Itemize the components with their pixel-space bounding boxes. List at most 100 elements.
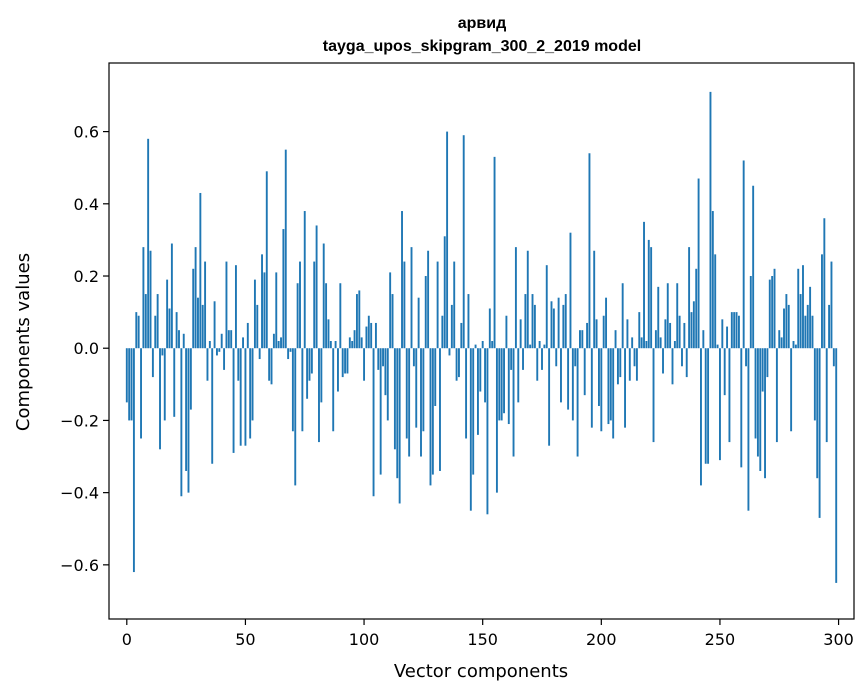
bar-280: [790, 348, 793, 432]
bar-189: [574, 348, 577, 367]
bar-282: [794, 344, 797, 349]
bar-128: [429, 348, 432, 486]
bar-295: [825, 348, 828, 443]
bar-180: [552, 308, 555, 349]
bar-138: [453, 261, 456, 349]
bar-273: [773, 268, 776, 349]
bar-37: [213, 301, 216, 349]
y-tick-label-1: −0.4: [60, 484, 99, 503]
x-tick-label-5: 250: [705, 630, 736, 649]
bar-226: [662, 348, 664, 374]
bar-131: [436, 261, 439, 349]
bar-184: [562, 304, 565, 349]
bar-291: [816, 348, 819, 479]
bar-150: [481, 341, 484, 349]
bar-221: [650, 247, 653, 349]
bar-71: [294, 348, 297, 486]
bar-35: [208, 341, 211, 349]
bar-28: [192, 268, 195, 349]
y-tick-label-0: −0.6: [60, 556, 99, 575]
bar-187: [569, 232, 572, 349]
bar-79: [313, 261, 316, 349]
bar-7: [142, 247, 145, 349]
bar-82: [320, 348, 323, 403]
bar-172: [533, 304, 536, 349]
bar-1: [128, 348, 131, 421]
bar-266: [756, 348, 759, 457]
bar-60: [268, 348, 271, 381]
bar-224: [657, 286, 660, 349]
bar-162: [510, 348, 513, 370]
bar-64: [277, 341, 280, 349]
bar-116: [401, 211, 403, 349]
bar-243: [702, 330, 705, 349]
bar-40: [220, 333, 223, 349]
bar-167: [522, 348, 524, 370]
bar-258: [737, 315, 740, 349]
bar-100: [363, 348, 366, 381]
x-tick-label-0: 0: [122, 630, 132, 649]
bar-13: [156, 294, 159, 349]
bar-233: [678, 315, 681, 349]
bar-129: [431, 348, 434, 475]
bar-14: [159, 348, 161, 450]
bar-276: [780, 337, 783, 349]
bar-194: [586, 322, 589, 349]
bar-144: [467, 294, 470, 349]
bar-232: [676, 283, 679, 349]
bar-76: [306, 348, 309, 399]
bar-161: [507, 348, 510, 425]
bar-135: [446, 131, 449, 349]
bar-227: [664, 319, 667, 349]
bar-59: [265, 171, 268, 349]
bar-163: [512, 348, 515, 457]
bar-238: [690, 312, 693, 349]
bar-218: [643, 221, 645, 349]
bar-27: [189, 348, 192, 410]
bar-5: [137, 315, 140, 349]
bar-83: [322, 243, 325, 349]
y-tick-label-6: 0.6: [74, 123, 99, 142]
bar-77: [308, 348, 311, 381]
bar-46: [234, 265, 237, 349]
bar-55: [256, 304, 259, 349]
bar-21: [175, 312, 178, 349]
bar-270: [766, 348, 769, 378]
bar-260: [742, 160, 745, 349]
bar-212: [628, 348, 631, 381]
bar-268: [761, 348, 764, 392]
bar-272: [771, 276, 774, 349]
bar-122: [415, 348, 418, 428]
bar-178: [548, 348, 551, 446]
bar-16: [163, 348, 166, 421]
bar-63: [275, 272, 278, 349]
bar-202: [605, 297, 608, 349]
y-tick-label-5: 0.4: [74, 195, 99, 214]
bar-171: [531, 294, 534, 349]
bar-69: [289, 348, 292, 352]
bar-68: [287, 348, 290, 360]
bar-104: [372, 348, 375, 497]
bar-23: [180, 348, 183, 497]
bar-39: [218, 348, 221, 352]
bar-230: [671, 348, 674, 385]
bar-278: [785, 294, 788, 349]
bar-139: [455, 348, 458, 381]
bar-290: [813, 348, 816, 421]
bar-101: [365, 326, 368, 349]
bar-174: [538, 341, 541, 349]
bar-154: [491, 341, 494, 349]
bar-43: [227, 330, 230, 349]
bar-219: [645, 341, 648, 349]
bar-279: [787, 304, 790, 349]
bar-216: [638, 312, 641, 349]
bar-159: [503, 348, 505, 414]
bar-214: [633, 348, 636, 367]
bar-136: [448, 348, 451, 356]
x-tick-label-6: 300: [823, 630, 854, 649]
bar-103: [370, 322, 373, 349]
bar-42: [225, 261, 228, 349]
bar-181: [555, 348, 558, 367]
bar-249: [716, 344, 719, 349]
bar-108: [382, 348, 384, 367]
